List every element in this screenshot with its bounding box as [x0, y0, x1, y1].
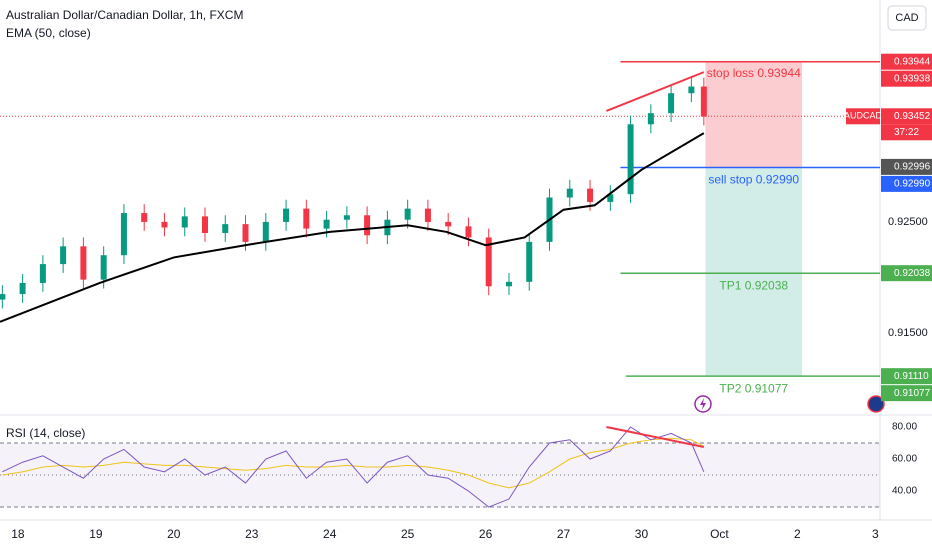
x-tick-label: 3: [872, 527, 879, 541]
price-label: 0.91110: [894, 371, 929, 382]
rsi-trend-line: [606, 426, 705, 448]
y-tick-label: 0.92500: [888, 216, 928, 228]
candle-body: [39, 264, 46, 283]
price-label: 0.91077: [894, 388, 931, 399]
level-label: TP1 0.92038: [719, 278, 788, 292]
candle-body: [668, 93, 675, 114]
countdown-box: [881, 124, 932, 141]
candle-body: [141, 213, 148, 222]
x-tick-label: Oct: [710, 527, 729, 541]
price-label: 0.93944: [894, 56, 931, 67]
stop-zone: [705, 61, 803, 168]
price-label-box: [881, 158, 932, 175]
price-label-box: [881, 53, 932, 70]
flag-circle[interactable]: [867, 395, 885, 413]
price-label-box: [881, 265, 932, 282]
x-tick-label: 27: [557, 527, 571, 541]
candle-body: [445, 221, 452, 227]
candle-body: [19, 282, 26, 295]
candle-body: [424, 208, 431, 222]
symbol-box: [846, 108, 880, 125]
candle-body: [587, 188, 594, 202]
candle-body: [100, 255, 107, 280]
countdown: 37:22: [894, 127, 919, 138]
rsi-tick-label: 60.00: [892, 454, 917, 465]
level-label: sell stop 0.92990: [708, 173, 799, 187]
x-tick-label: 20: [167, 527, 181, 541]
x-tick-label: 26: [479, 527, 493, 541]
candle-body: [303, 208, 310, 229]
candle-body: [566, 188, 573, 198]
chart-title: Australian Dollar/Canadian Dollar, 1h, F…: [6, 8, 243, 22]
x-tick-label: 18: [11, 527, 25, 541]
trend-line: [606, 71, 705, 112]
currency[interactable]: CAD: [895, 12, 918, 24]
alert-icon[interactable]: [694, 395, 712, 413]
candle-body: [323, 219, 330, 229]
price-label: 0.93452: [894, 111, 931, 122]
candle-body: [485, 237, 492, 287]
x-tick-label: 24: [323, 527, 337, 541]
candle-body: [0, 294, 6, 300]
candle-body: [607, 194, 614, 202]
candle-body: [262, 221, 269, 242]
x-tick-label: 2: [794, 527, 801, 541]
candle-body: [201, 216, 208, 234]
candle-body: [283, 208, 290, 222]
candle-body: [222, 224, 229, 234]
rsi-ma-line: [2, 437, 705, 489]
price-label: 0.93938: [894, 73, 931, 84]
price-label-box: [881, 385, 932, 402]
flag-icon[interactable]: [867, 395, 885, 413]
y-tick-label: 0.91500: [888, 327, 928, 339]
candle-body: [526, 241, 533, 282]
candle-body: [60, 246, 67, 265]
rsi-title: RSI (14, close): [6, 426, 85, 440]
x-tick-label: 23: [245, 527, 259, 541]
ema-line: [0, 132, 705, 323]
indicator-title: EMA (50, close): [6, 26, 91, 40]
level-label: stop loss 0.93944: [707, 66, 801, 80]
candle-body: [627, 124, 634, 195]
candle-body: [647, 113, 654, 125]
price-label: 0.92038: [894, 268, 931, 279]
candle-body: [688, 86, 695, 94]
rsi-tick-label: 40.00: [892, 486, 917, 497]
candle-body: [161, 221, 168, 228]
candle-body: [700, 86, 707, 117]
currency-button[interactable]: [887, 5, 927, 31]
price-label-box: [881, 175, 932, 192]
x-tick-label: 30: [635, 527, 649, 541]
candle-body: [242, 224, 249, 242]
rsi-tick-label: 80.00: [892, 422, 917, 433]
price-label-box: [881, 108, 932, 125]
candle-body: [80, 246, 87, 280]
price-label-box: [881, 368, 932, 385]
candle-body: [343, 215, 350, 220]
x-tick-label: 25: [401, 527, 415, 541]
rsi-line: [2, 426, 705, 508]
candle-body: [465, 226, 472, 238]
target-zone: [705, 167, 803, 377]
candle-body: [364, 215, 371, 236]
level-label: TP2 0.91077: [719, 381, 788, 395]
x-tick-label: 19: [89, 527, 103, 541]
candle-body: [120, 213, 127, 256]
candle-body: [181, 216, 188, 228]
price-label: 0.92990: [894, 179, 931, 190]
price-label: 0.92996: [894, 162, 931, 173]
candle-body: [505, 281, 512, 287]
symbol-label: AUDCAD: [844, 111, 883, 121]
candle-body: [404, 208, 411, 220]
price-label-box: [881, 70, 932, 87]
alert-bolt[interactable]: [700, 398, 706, 410]
